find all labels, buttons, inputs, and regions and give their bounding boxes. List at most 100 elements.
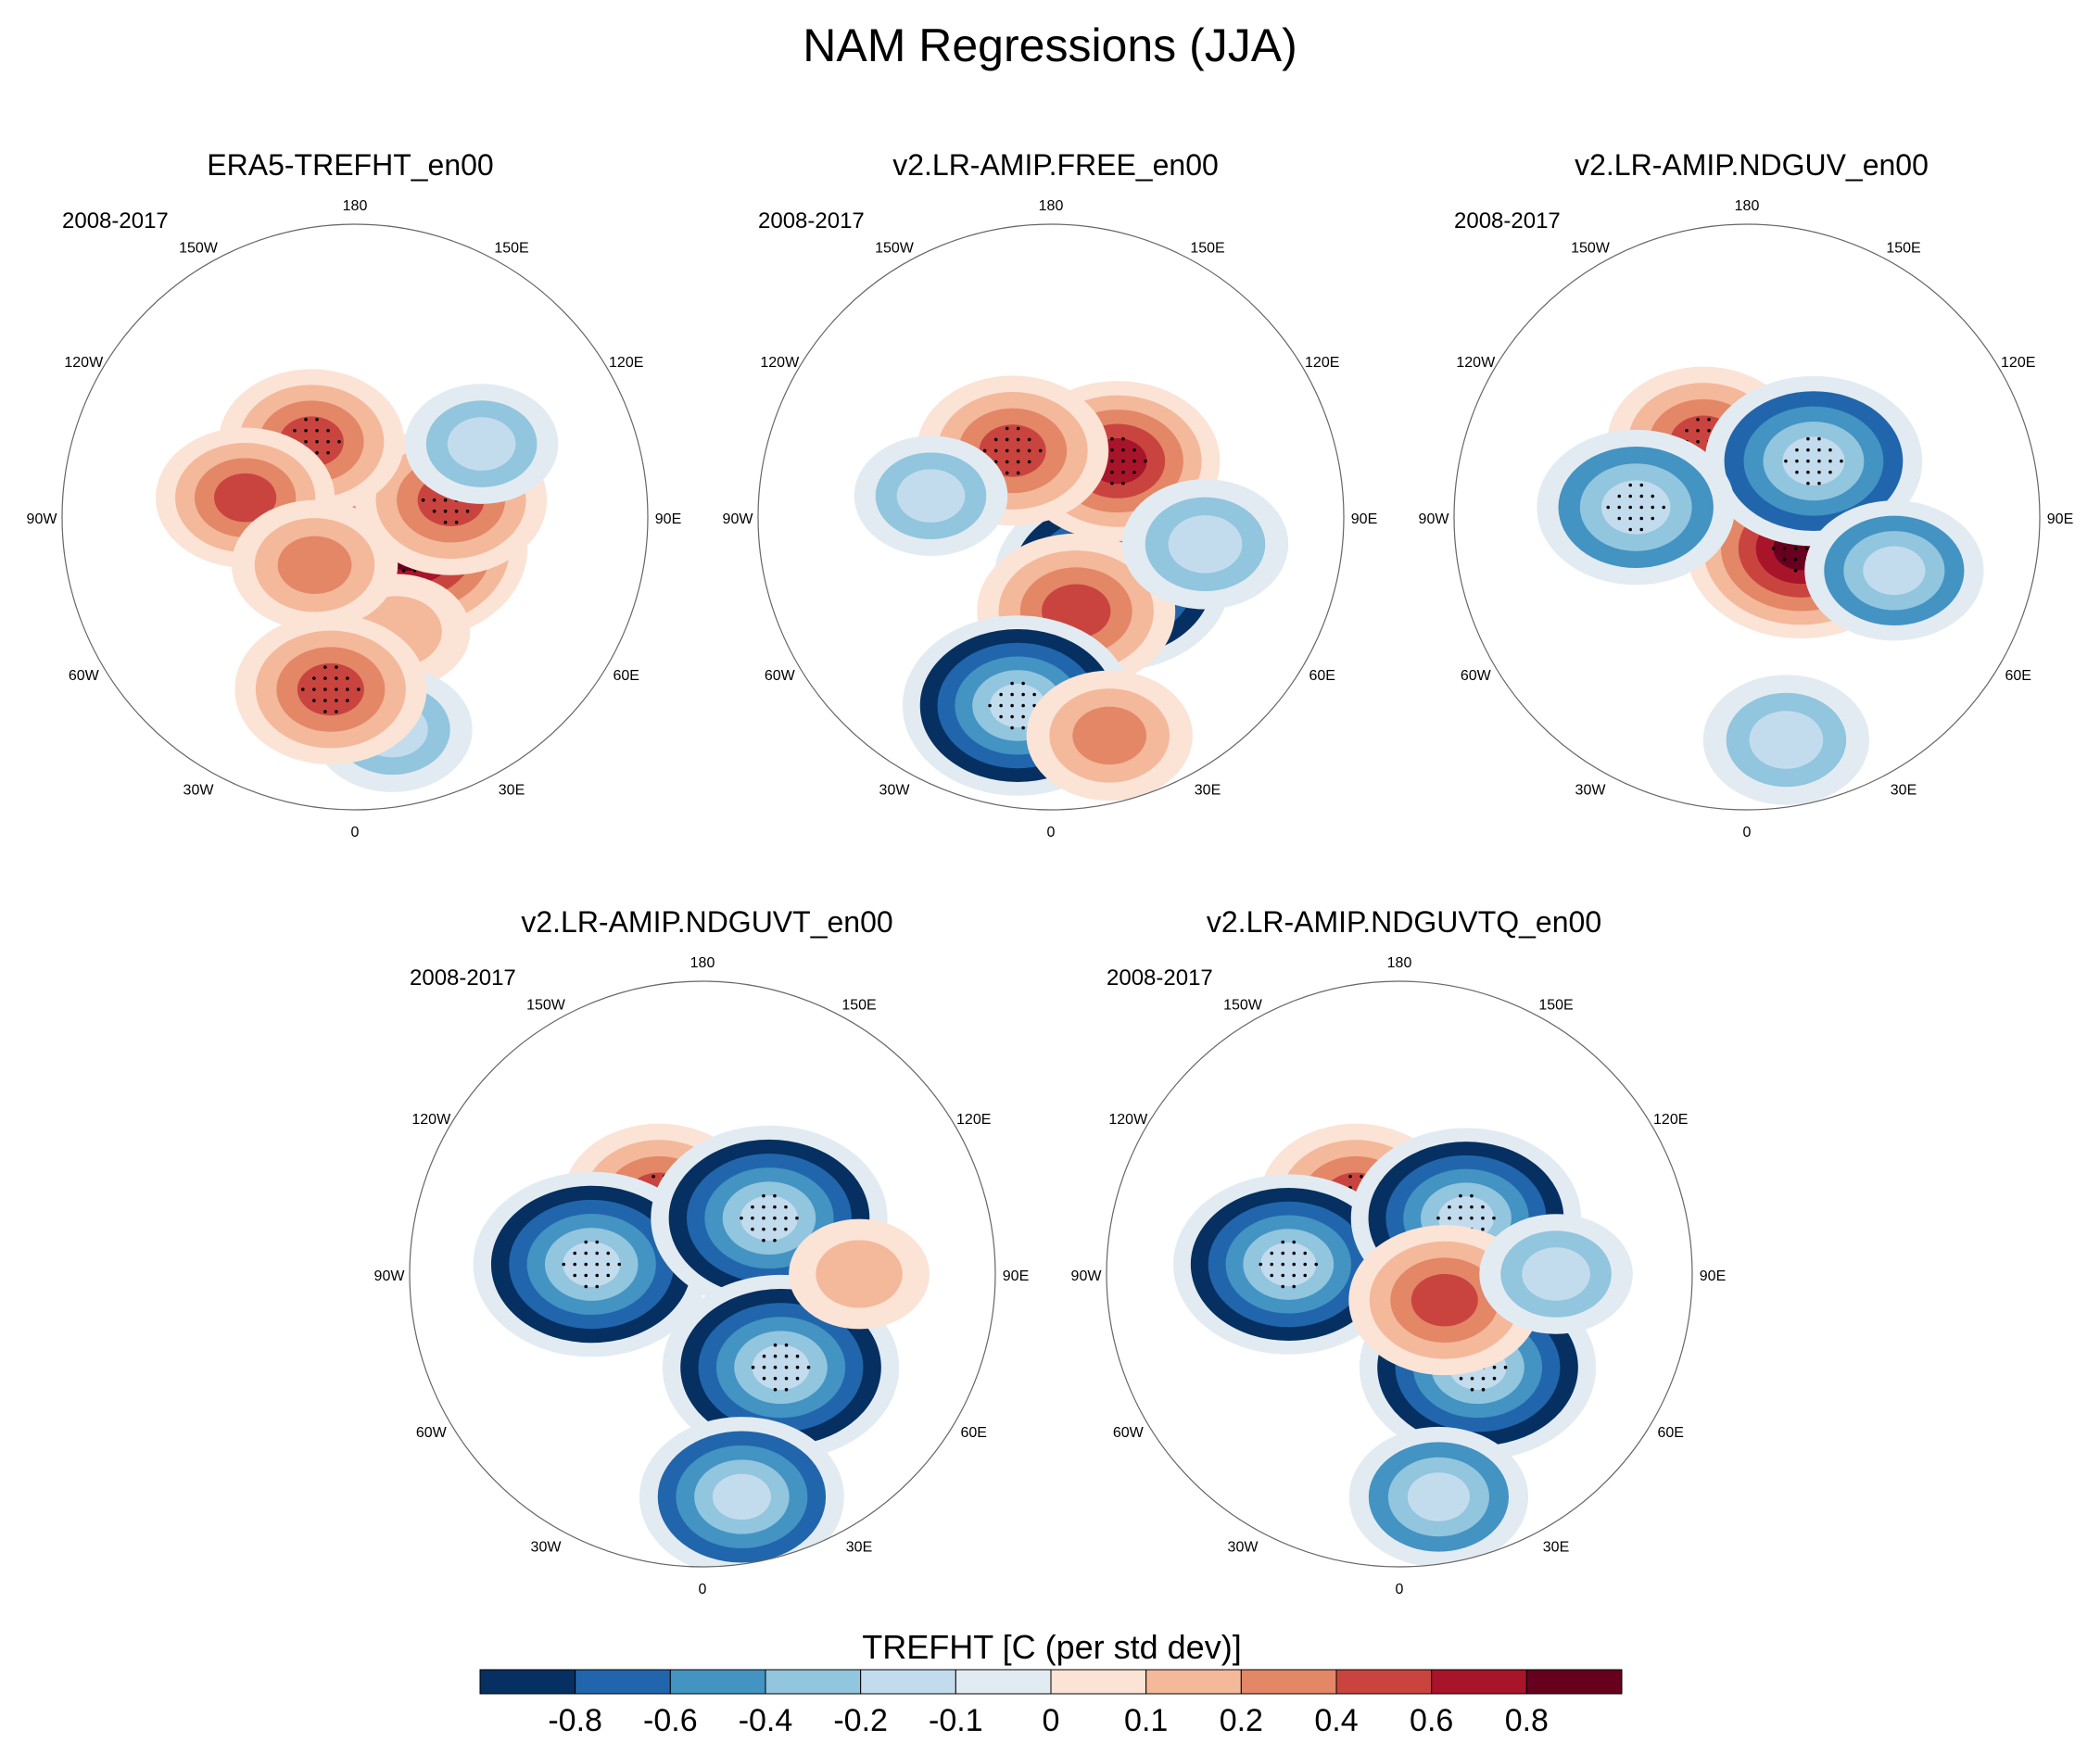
panel-title: ERA5-TREFHT_en00	[207, 148, 493, 182]
colorbar-bin	[669, 1669, 766, 1695]
significance-stipple	[1606, 483, 1666, 532]
map-panel: ERA5-TREFHT_en00 2008-2017 180 150E 120E 90E 6…	[27, 148, 682, 840]
longitude-label: 0	[351, 825, 360, 840]
colorbar-bin	[1525, 1669, 1623, 1695]
longitude-label: 60E	[2005, 668, 2030, 684]
colorbar-bin	[1145, 1669, 1242, 1695]
anomaly-region	[1782, 436, 1845, 486]
longitude-label: 0	[699, 1582, 707, 1597]
anomaly-region	[214, 473, 277, 523]
map-boundary	[1453, 223, 2041, 811]
map-panel: v2.LR-AMIP.FREE_en00 2008-2017 180 150E 120E…	[723, 148, 1378, 840]
anomaly-region	[712, 1473, 771, 1521]
colorbar-tick-label: -0.4	[739, 1703, 793, 1738]
anomaly-field	[758, 224, 1344, 810]
map-boundary	[409, 980, 996, 1568]
colorbar-tick-label: 0.2	[1220, 1703, 1263, 1738]
colorbar-bin	[1050, 1669, 1147, 1695]
longitude-label: 90W	[1071, 1268, 1103, 1284]
longitude-label: 150E	[1886, 240, 1920, 256]
longitude-label: 150W	[526, 997, 566, 1013]
longitude-label: 60E	[613, 668, 639, 684]
longitude-label: 30W	[1228, 1540, 1259, 1556]
map-boundary	[61, 223, 649, 811]
longitude-label: 60W	[1461, 668, 1492, 684]
colorbar-tick-label: 0	[1043, 1703, 1060, 1738]
longitude-label: 150W	[179, 240, 219, 256]
colorbar-tick-label: 0.8	[1505, 1703, 1549, 1738]
anomaly-region	[1749, 711, 1824, 769]
colorbar-label: TREFHT [C (per std dev)]	[862, 1628, 1241, 1666]
anomaly-region	[1411, 1274, 1478, 1327]
anomaly-region	[1601, 480, 1671, 535]
longitude-label: 180	[690, 955, 715, 971]
longitude-label: 150W	[1571, 240, 1611, 256]
map-boundary	[757, 223, 1345, 811]
anomaly-field	[1107, 981, 1692, 1567]
longitude-label: 120E	[1653, 1112, 1688, 1128]
map-boundary	[1106, 980, 1693, 1568]
longitude-label: 120E	[1305, 355, 1339, 371]
colorbar-bin	[1240, 1669, 1337, 1695]
longitude-label: 0	[1047, 825, 1056, 840]
anomaly-region	[1260, 1242, 1317, 1287]
longitude-label: 150E	[841, 997, 876, 1013]
significance-stipple	[301, 665, 361, 713]
anomaly-region	[979, 424, 1046, 477]
colorbar-bin	[955, 1669, 1052, 1695]
longitude-label: 180	[1039, 198, 1064, 214]
panels: ERA5-TREFHT_en00 2008-2017 180 150E 120E 90E 6…	[27, 148, 2074, 1597]
colorbar-bin	[1335, 1669, 1433, 1695]
map-panel: v2.LR-AMIP.NDGUVTQ_en00 2008-2017 180 150E 1…	[1071, 905, 1727, 1597]
anomaly-region	[752, 1344, 810, 1390]
colorbar-tick-label: -0.8	[548, 1703, 602, 1738]
longitude-label: 120W	[411, 1112, 451, 1128]
anomaly-region	[816, 1240, 903, 1308]
anomaly-region	[563, 1242, 621, 1287]
figure-title: NAM Regressions (JJA)	[803, 19, 1297, 71]
anomaly-region	[896, 469, 966, 523]
panel-title: v2.LR-AMIP.NDGUVT_en00	[521, 905, 892, 939]
longitude-label: 90E	[1003, 1268, 1029, 1284]
colorbar: TREFHT [C (per std dev)] -0.8 -0.6 -0.4 -0.2…	[479, 1628, 1623, 1738]
anomaly-region	[1407, 1472, 1471, 1521]
longitude-label: 180	[343, 198, 368, 214]
colorbar-tick-label: -0.1	[929, 1703, 983, 1738]
longitude-label: 120E	[956, 1112, 991, 1128]
significance-stipple	[740, 1193, 799, 1243]
longitude-label: 90W	[27, 511, 58, 527]
significance-stipple	[751, 1343, 811, 1392]
longitude-label: 180	[1735, 198, 1760, 214]
longitude-label: 90E	[1700, 1268, 1726, 1284]
longitude-label: 120E	[2001, 355, 2035, 371]
anomaly-field	[410, 981, 995, 1567]
longitude-label: 180	[1387, 955, 1412, 971]
longitude-label: 30E	[846, 1540, 872, 1556]
colorbar-bin	[860, 1669, 956, 1695]
longitude-label: 30W	[1575, 783, 1607, 799]
longitude-label: 90W	[374, 1268, 406, 1284]
longitude-label: 120W	[1108, 1112, 1148, 1128]
anomaly-region	[1522, 1247, 1590, 1301]
significance-stipple	[982, 426, 1043, 475]
panel-period: 2008-2017	[1454, 208, 1561, 233]
longitude-label: 60E	[1657, 1425, 1683, 1441]
longitude-label: 90E	[655, 511, 681, 527]
longitude-label: 60W	[69, 668, 100, 684]
map-panel: v2.LR-AMIP.NDGUV_en00 2008-2017 180 150E 120…	[1419, 148, 2074, 840]
anomaly-region	[740, 1195, 798, 1241]
colorbar-bin	[575, 1669, 671, 1695]
longitude-label: 150E	[1190, 240, 1224, 256]
longitude-label: 30W	[183, 783, 215, 799]
longitude-label: 90E	[2047, 511, 2073, 527]
longitude-label: 60E	[960, 1425, 986, 1441]
longitude-label: 120W	[1456, 355, 1496, 371]
longitude-label: 120W	[760, 355, 800, 371]
significance-stipple	[562, 1240, 622, 1289]
colorbar-tick-label: 0.4	[1314, 1703, 1358, 1738]
longitude-label: 150W	[875, 240, 915, 256]
colorbar-bin	[765, 1669, 862, 1695]
longitude-label: 120W	[64, 355, 104, 371]
